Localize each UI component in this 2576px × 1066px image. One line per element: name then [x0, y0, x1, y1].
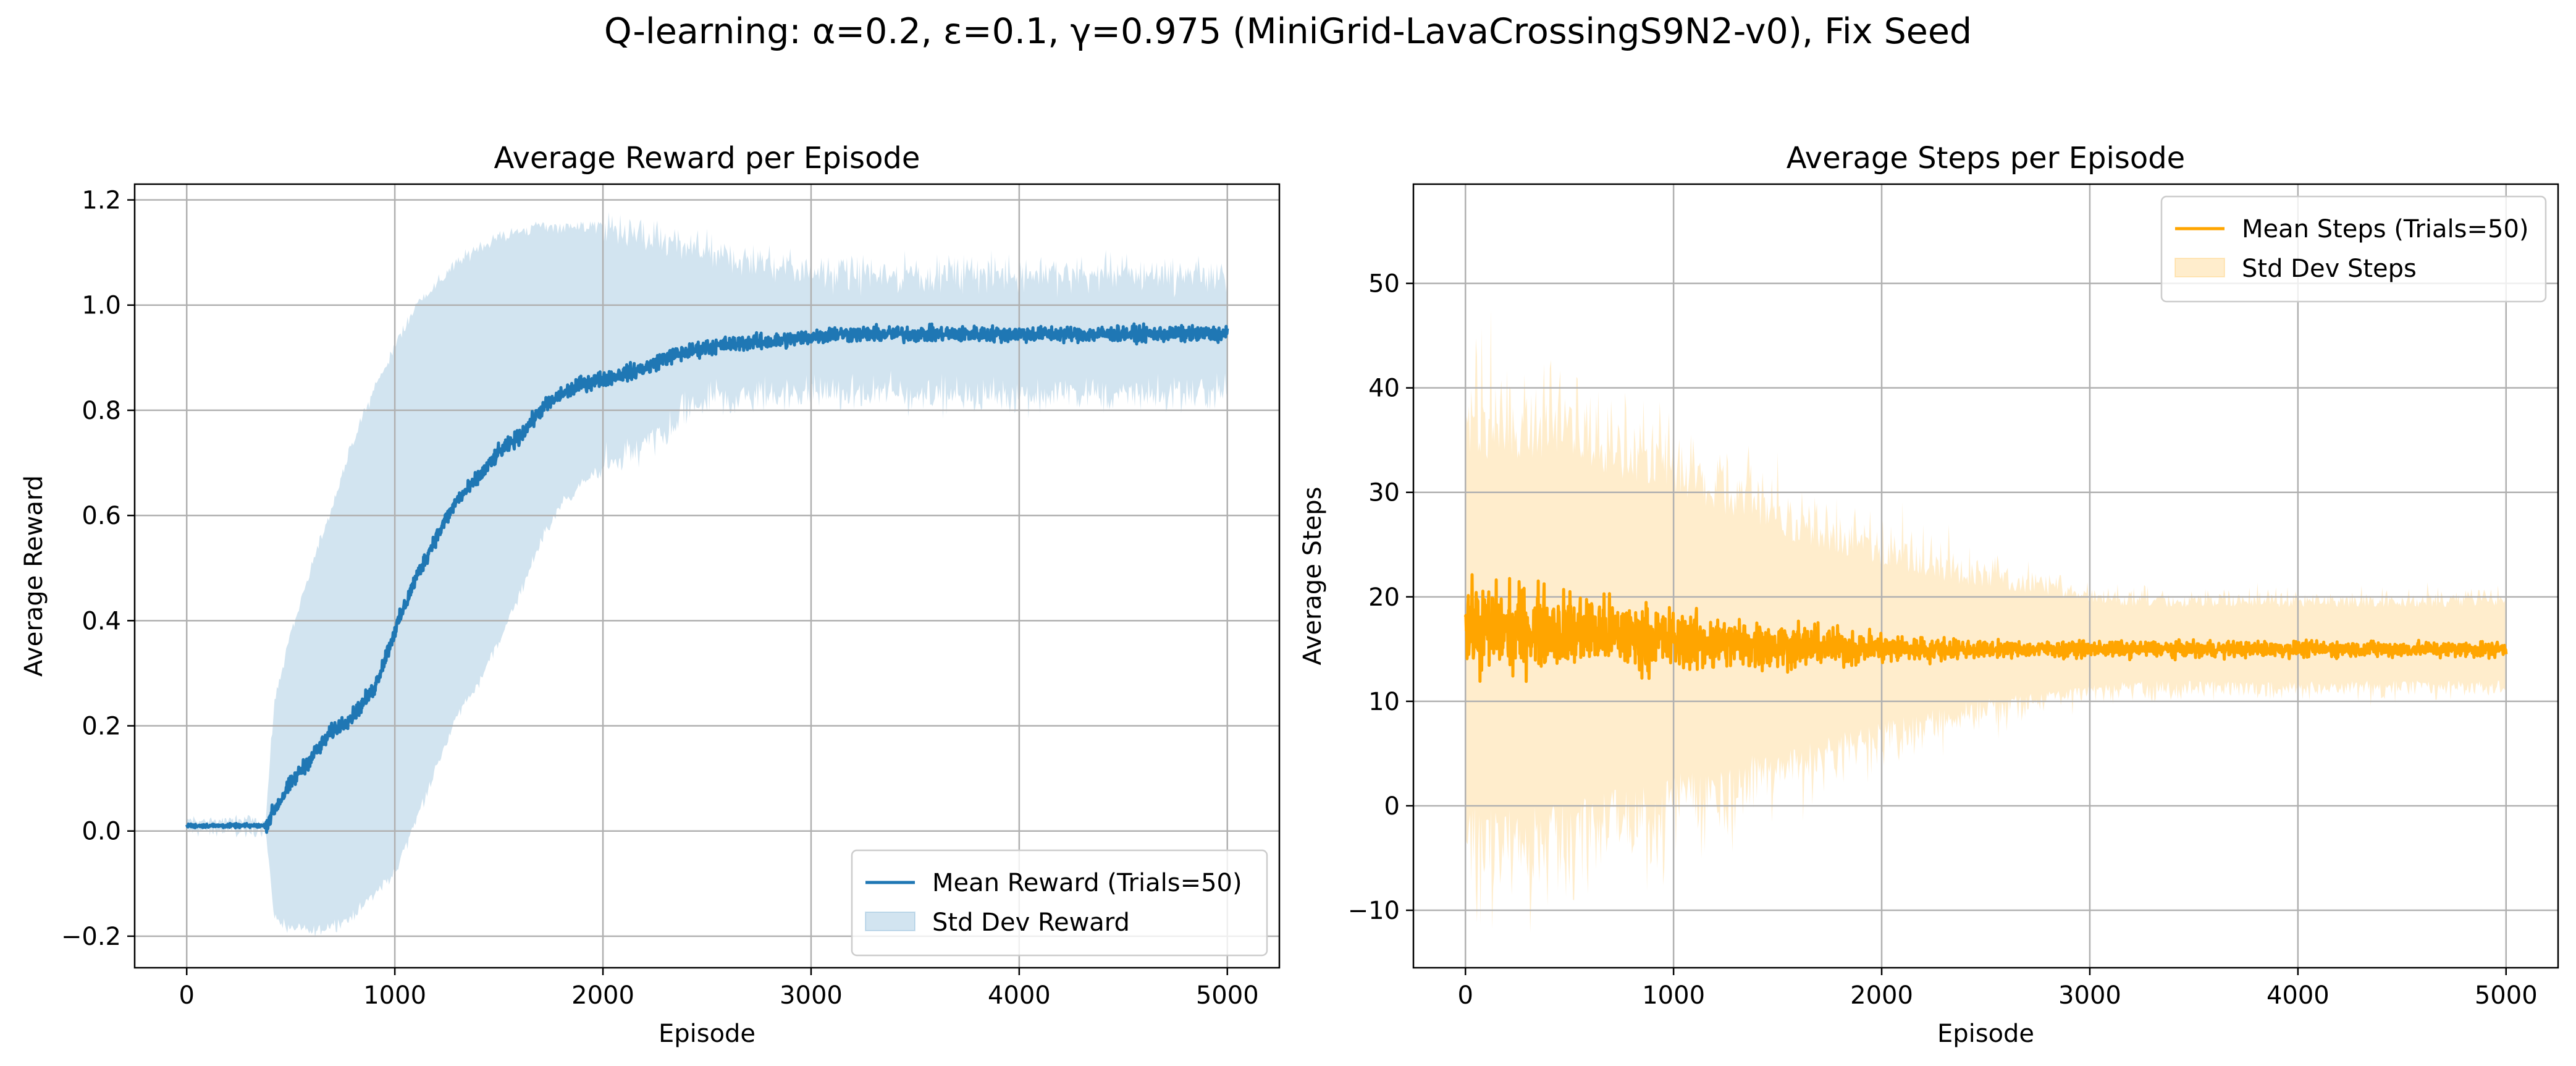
steps-plot: 0 1000 2000 3000 4000 5000 −10 0 10 20 30 40 50 Avera…: [1299, 141, 2559, 1048]
legend-box: [851, 849, 1268, 957]
x-tick-label: 1000: [1642, 981, 1705, 1010]
legend: Mean Steps (Trials=50) Std Dev Steps: [2160, 195, 2547, 303]
std-band-area: [1465, 310, 2506, 933]
y-tick-label: 0.0: [82, 818, 121, 846]
y-tick-label: 40: [1368, 374, 1400, 403]
x-tick-label: 5000: [2475, 981, 2538, 1010]
mean-line: [1463, 573, 2508, 683]
x-tick-label: 4000: [2267, 981, 2330, 1010]
legend-box: [2160, 195, 2547, 303]
mean-line-path: [1463, 573, 2508, 683]
y-tick-label: 30: [1368, 479, 1400, 507]
chart-title: Average Reward per Episode: [494, 141, 920, 176]
std-band: [187, 212, 1227, 938]
x-axis-label: Episode: [659, 1020, 756, 1048]
legend-band-swatch: [865, 912, 915, 931]
y-tick-label: 0.8: [82, 397, 121, 425]
x-tick-label: 2000: [571, 981, 634, 1010]
legend-label-mean: Mean Reward (Trials=50): [932, 869, 1242, 897]
ticks: 0 1000 2000 3000 4000 5000 −0.2 0.0 0.2 0.4 0.6 0.8…: [61, 187, 1259, 1010]
std-band-area: [187, 212, 1227, 938]
grid: [135, 184, 1279, 968]
legend-label-mean: Mean Steps (Trials=50): [2242, 215, 2529, 243]
x-tick-label: 2000: [1850, 981, 1913, 1010]
axes-frame: [1412, 183, 2559, 969]
y-tick-label: 20: [1368, 583, 1400, 612]
std-band: [1465, 310, 2506, 933]
mean-line-path: [185, 322, 1229, 834]
x-tick-label: 3000: [2058, 981, 2121, 1010]
legend-band-swatch: [2174, 258, 2225, 277]
x-tick-label: 3000: [780, 981, 843, 1010]
y-tick-label: −10: [1348, 897, 1400, 925]
legend-label-std: Std Dev Reward: [932, 908, 1130, 937]
x-tick-label: 1000: [363, 981, 426, 1010]
ticks: 0 1000 2000 3000 4000 5000 −10 0 10 20 30 40 50: [1348, 270, 2538, 1010]
y-tick-label: 10: [1368, 688, 1400, 716]
x-tick-label: 0: [1458, 981, 1473, 1010]
y-axis-label: Average Steps: [1299, 487, 1327, 666]
y-tick-label: 1.0: [82, 292, 121, 320]
y-tick-label: 0.2: [82, 713, 121, 741]
reward-plot: 0 1000 2000 3000 4000 5000 −0.2 0.0 0.2 0.4 0.6 0.8…: [20, 141, 1281, 1048]
y-tick-label: 0.6: [82, 502, 121, 530]
y-tick-label: 50: [1368, 270, 1400, 298]
figure-title: Q-learning: α=0.2, ε=0.1, γ=0.975 (MiniG…: [604, 11, 1972, 52]
x-tick-label: 5000: [1196, 981, 1259, 1010]
chart-title: Average Steps per Episode: [1787, 141, 2185, 176]
x-tick-label: 0: [179, 981, 195, 1010]
x-tick-label: 4000: [988, 981, 1051, 1010]
y-tick-label: 0: [1384, 792, 1400, 821]
y-tick-label: −0.2: [61, 923, 121, 951]
y-tick-label: 0.4: [82, 607, 121, 635]
mean-line: [185, 322, 1229, 834]
legend: Mean Reward (Trials=50) Std Dev Reward: [851, 849, 1268, 957]
x-axis-label: Episode: [1937, 1020, 2034, 1048]
legend-label-std: Std Dev Steps: [2242, 255, 2417, 283]
axes-frame: [133, 183, 1281, 969]
y-tick-label: 1.2: [82, 187, 121, 215]
y-axis-label: Average Reward: [20, 475, 48, 677]
